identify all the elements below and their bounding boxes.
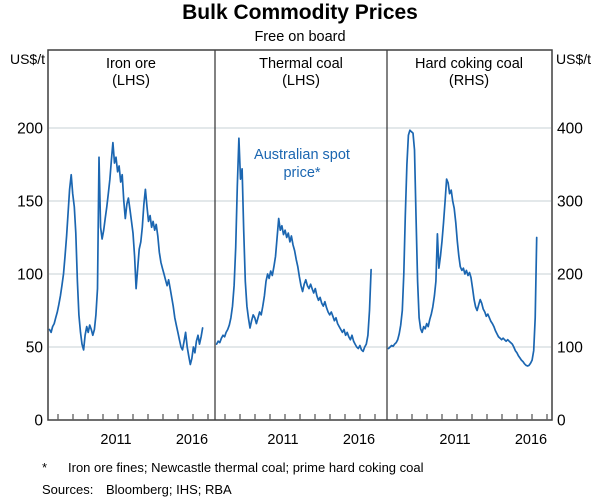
- right-axis-tick-label: 100: [557, 340, 583, 357]
- panel-title-thermal-coal: Thermal coal (LHS): [216, 56, 386, 90]
- x-axis-year-label: 2016: [176, 432, 208, 448]
- series-line-thermal-coal: [215, 137, 372, 353]
- right-axis-unit-label: US$/t: [556, 51, 592, 67]
- x-axis-year-label: 2011: [100, 432, 131, 448]
- footnote-marker: *: [42, 460, 48, 475]
- panel-axis-tag: (RHS): [448, 73, 490, 89]
- x-axis-year-label: 2011: [267, 432, 298, 448]
- panel-title-text: Thermal coal: [259, 56, 343, 72]
- sources-text: Bloomberg; IHS; RBA: [106, 482, 232, 497]
- left-axis-tick-label: 200: [17, 121, 43, 138]
- left-axis-tick-label: 100: [17, 267, 43, 284]
- panel-title-text: Hard coking coal: [415, 56, 523, 72]
- left-axis-tick-label: 150: [17, 194, 43, 211]
- panel-axis-tag: (LHS): [112, 73, 150, 89]
- footnote-text: Iron ore fines; Newcastle thermal coal; …: [68, 460, 424, 475]
- series-line-iron-ore: [48, 141, 204, 366]
- sources-label: Sources:: [42, 482, 94, 497]
- panel-title-text: Iron ore: [106, 56, 156, 72]
- chart-title: Bulk Commodity Prices: [182, 1, 418, 24]
- chart-subtitle: Free on board: [254, 29, 346, 45]
- panel-title-iron-ore: Iron ore (LHS): [46, 56, 216, 90]
- right-axis-tick-label: 0: [557, 413, 566, 430]
- left-axis-tick-label: 0: [34, 413, 43, 430]
- chart-frame: [47, 49, 553, 421]
- left-axis-unit-label: US$/t: [9, 51, 45, 67]
- panel-axis-tag: (LHS): [282, 73, 320, 89]
- series-annotation: Australian spot price*: [254, 147, 350, 181]
- right-axis-tick-label: 400: [557, 121, 583, 138]
- x-axis-year-label: 2016: [343, 432, 375, 448]
- series-line-hard-coking-coal: [387, 129, 538, 367]
- panel-title-hard-coking-coal: Hard coking coal (RHS): [384, 56, 554, 90]
- left-axis-tick-label: 50: [26, 340, 44, 357]
- x-axis-year-label: 2011: [439, 432, 470, 448]
- x-axis-year-label: 2016: [515, 432, 547, 448]
- right-axis-tick-label: 300: [557, 194, 583, 211]
- right-axis-tick-label: 200: [557, 267, 583, 284]
